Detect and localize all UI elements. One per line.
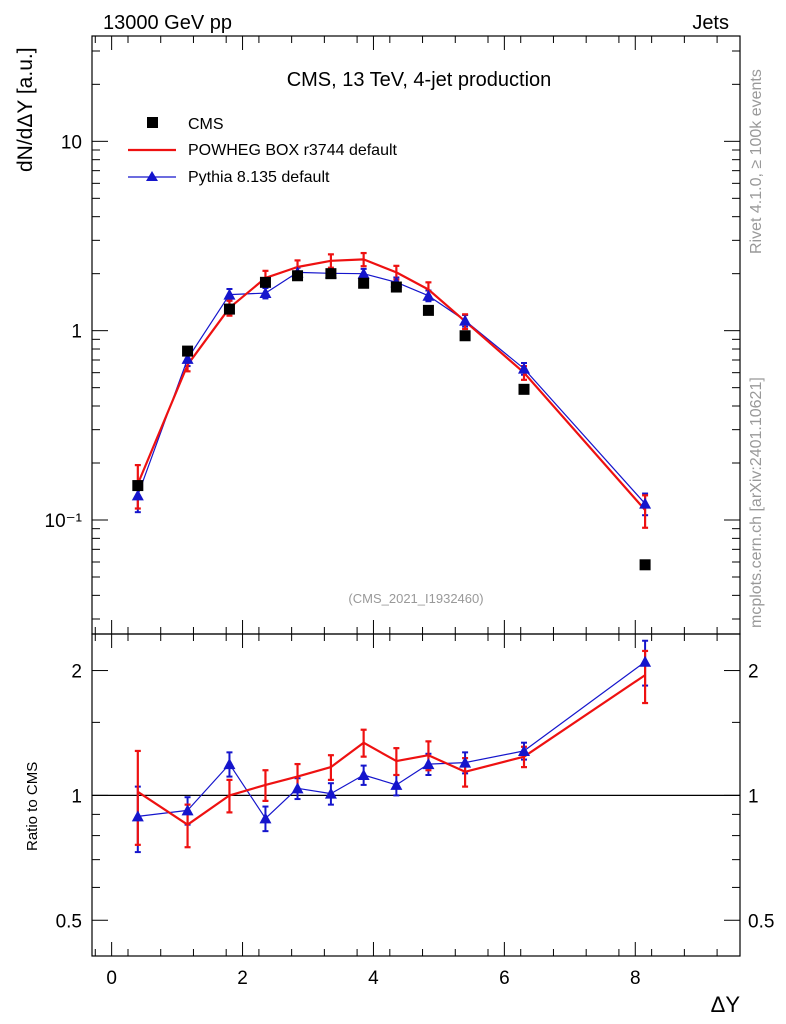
pythia-ratio-point [357, 768, 370, 780]
pythia-point [357, 267, 370, 279]
x-tick-label: 6 [499, 968, 510, 989]
pythia-point [131, 489, 144, 501]
main-ylabel: dN/dΔY [a.u.] [14, 47, 37, 172]
pythia-ratio-point [518, 744, 530, 756]
pythia-ratio-point [259, 812, 272, 824]
category-label: Jets [692, 12, 729, 34]
legend-cms-label: CMS [188, 116, 224, 133]
x-tick-label: 8 [630, 968, 641, 989]
pythia-ratio-line [137, 661, 646, 820]
pythia-point [181, 352, 194, 364]
x-tick-label: 4 [368, 968, 379, 989]
pythia-point [422, 289, 435, 301]
x-tick-label: 2 [237, 968, 248, 989]
rivet-note: Rivet 4.1.0, ≥ 100k events [748, 69, 765, 254]
pythia-point [223, 288, 236, 300]
cms-data-point [459, 330, 471, 342]
x-tick-label: 0 [106, 968, 117, 989]
pythia-ratio-point [291, 782, 304, 794]
pythia-point [518, 362, 530, 374]
pythia-point [259, 287, 272, 299]
main-data-layer [131, 251, 652, 571]
ratio-ylabel: Ratio to CMS [24, 762, 41, 851]
cms-data-point [518, 383, 530, 395]
ratio-y-tick-label: 2 [71, 662, 82, 683]
cms-data-point [325, 268, 337, 280]
powheg-ratio-line [137, 674, 646, 826]
cms-data-point [223, 303, 235, 315]
ratio-data-layer [131, 639, 652, 854]
pythia-point [459, 314, 472, 326]
legend-cms-marker [147, 117, 158, 128]
legend: CMS POWHEG BOX r3744 default Pythia 8.13… [128, 116, 398, 186]
main-y-tick-label: 10 [61, 132, 82, 153]
beam-label: 13000 GeV pp [103, 12, 232, 34]
cms-data-point [390, 281, 402, 293]
pythia-ratio-point [459, 756, 472, 768]
pythia-ratio-point [390, 778, 403, 790]
cms-data-point [182, 345, 194, 357]
cms-data-point [292, 270, 304, 282]
ratio-y-tick-label: 1 [71, 786, 82, 807]
cms-data-point [422, 304, 434, 316]
pythia-ratio-point [639, 655, 652, 667]
cms-data-point [358, 277, 370, 289]
powheg-line [136, 258, 646, 511]
ratio-y-tick-label: 0.5 [56, 911, 82, 932]
axes-layer: 0 2 4 6 8 10 1 10⁻¹ 0.5 0.5 1 1 2 2 [45, 36, 774, 989]
cms-data-point [132, 480, 144, 492]
legend-pythia-label: Pythia 8.135 default [188, 169, 330, 186]
pythia-point [639, 497, 652, 509]
pythia-ratio-point [422, 758, 435, 770]
pythia-ratio-point [324, 787, 337, 799]
main-y-tick-label: 1 [71, 322, 82, 343]
ratio-y-tick-label-right: 1 [748, 786, 759, 807]
cms-data-point [639, 559, 651, 571]
mcplots-note: mcplots.cern.ch [arXiv:2401.10621] [748, 377, 765, 628]
cms-data-point [259, 276, 271, 288]
plot-title: CMS, 13 TeV, 4-jet production [287, 69, 552, 91]
analysis-id: (CMS_2021_I1932460) [348, 591, 483, 606]
pythia-ratio-point [181, 804, 194, 816]
ratio-y-tick-label-right: 2 [748, 662, 759, 683]
ratio-y-tick-label-right: 0.5 [748, 911, 774, 932]
pythia-ratio-point [223, 758, 236, 770]
legend-powheg-label: POWHEG BOX r3744 default [188, 142, 398, 159]
legend-pythia-marker [146, 171, 158, 181]
pythia-ratio-point [131, 810, 144, 822]
main-y-tick-label: 10⁻¹ [45, 511, 83, 532]
pythia-line [137, 271, 646, 505]
x-axis-label: ΔY [711, 992, 741, 1017]
